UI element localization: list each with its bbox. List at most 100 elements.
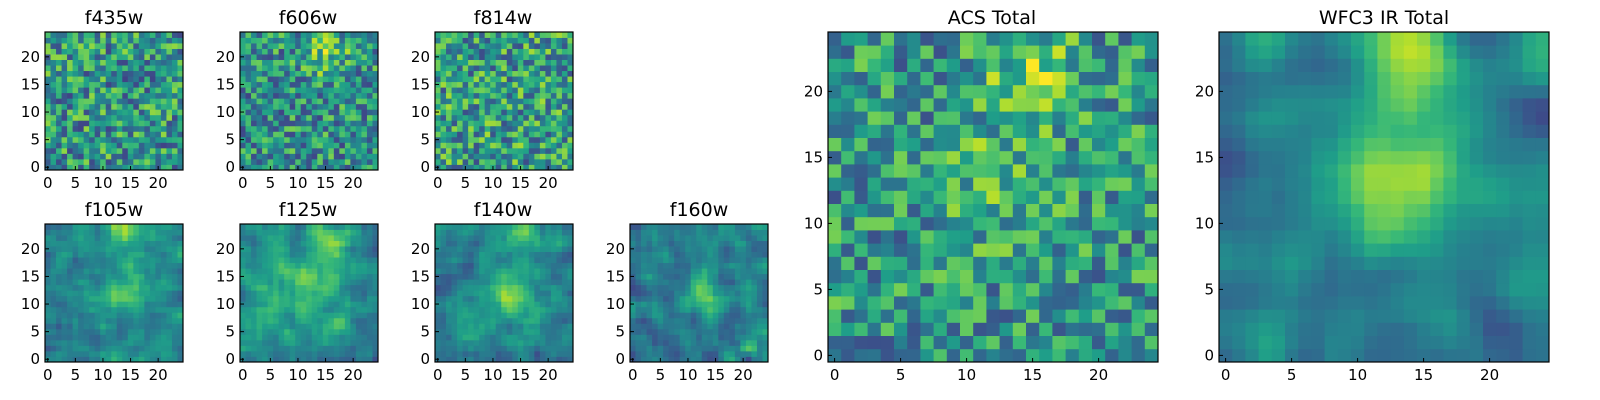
heatmap-cell xyxy=(1026,282,1040,297)
heatmap-cell xyxy=(986,282,1000,297)
heatmap-cell xyxy=(1092,216,1106,231)
heatmap-cell xyxy=(986,164,1000,178)
heatmap-cell xyxy=(355,131,362,138)
heatmap-cell xyxy=(166,323,173,330)
heatmap-cell xyxy=(56,109,62,116)
heatmap-cell xyxy=(262,164,268,171)
heatmap-cell xyxy=(149,98,156,105)
heatmap-cell xyxy=(701,290,708,297)
heatmap-cell xyxy=(251,295,257,302)
heatmap-cell xyxy=(479,262,486,269)
heatmap-cell xyxy=(462,290,469,297)
heatmap-cell xyxy=(567,229,574,236)
y-tick-label: 20 xyxy=(411,240,430,258)
heatmap-cell xyxy=(89,356,96,363)
heatmap-cell xyxy=(986,177,1000,191)
heatmap-cell xyxy=(317,323,324,330)
heatmap-cell xyxy=(495,317,502,324)
heatmap-cell xyxy=(539,279,546,286)
heatmap-cell xyxy=(127,224,134,230)
heatmap-cell xyxy=(652,312,658,319)
heatmap-cell xyxy=(155,328,162,335)
heatmap-cell xyxy=(245,268,252,275)
heatmap-cell xyxy=(45,240,51,247)
heatmap-cell xyxy=(561,328,568,335)
heatmap-cell xyxy=(111,147,118,154)
heatmap-cell xyxy=(468,76,475,83)
heatmap-cell xyxy=(512,328,519,335)
heatmap-cell xyxy=(920,230,934,244)
heatmap-cell xyxy=(322,273,329,280)
heatmap-cell xyxy=(133,43,140,49)
heatmap-cell xyxy=(701,284,708,291)
heatmap-cell xyxy=(127,32,134,38)
heatmap-cell xyxy=(160,284,167,291)
heatmap-cell xyxy=(718,345,725,352)
heatmap-cell xyxy=(122,164,129,171)
heatmap-cell xyxy=(652,350,658,357)
heatmap-cell xyxy=(920,150,934,165)
heatmap-cell xyxy=(729,334,736,341)
heatmap-cell xyxy=(523,37,530,44)
heatmap-cell xyxy=(116,37,123,44)
heatmap-cell xyxy=(311,257,318,264)
heatmap-cell xyxy=(435,131,441,138)
heatmap-cell xyxy=(512,350,519,357)
heatmap-cell xyxy=(523,87,530,94)
heatmap-cell xyxy=(517,284,524,291)
heatmap-cell xyxy=(679,273,686,280)
heatmap-cell xyxy=(679,350,686,357)
heatmap-cell xyxy=(674,246,681,252)
heatmap-cell xyxy=(177,131,184,138)
heatmap-cell xyxy=(138,257,145,264)
heatmap-cell xyxy=(490,312,497,319)
heatmap-cell xyxy=(907,177,921,191)
heatmap-cell xyxy=(61,65,68,72)
heatmap-cell xyxy=(171,339,178,346)
heatmap-cell xyxy=(155,290,162,297)
heatmap-cell xyxy=(880,335,895,350)
heatmap-cell xyxy=(105,120,112,127)
heatmap-cell xyxy=(506,345,513,352)
heatmap-cell xyxy=(517,59,524,66)
heatmap-cell xyxy=(61,268,68,275)
heatmap-cell xyxy=(256,153,263,160)
heatmap-cell xyxy=(149,37,156,44)
heatmap-cell xyxy=(960,203,974,218)
heatmap-cell xyxy=(462,158,469,165)
heatmap-cell xyxy=(171,92,178,99)
heatmap-cell xyxy=(635,246,642,252)
heatmap-cell xyxy=(534,37,541,44)
heatmap-cell xyxy=(451,81,458,88)
heatmap-cell xyxy=(262,334,268,341)
heatmap-cell xyxy=(435,240,441,247)
heatmap-cell xyxy=(556,70,563,77)
heatmap-cell xyxy=(556,345,563,352)
heatmap-cell xyxy=(462,81,469,88)
heatmap-cell xyxy=(149,120,156,127)
heatmap-cell xyxy=(462,317,469,324)
heatmap-cell xyxy=(674,334,681,341)
heatmap-cell xyxy=(495,279,502,286)
heatmap-cell xyxy=(440,290,447,297)
heatmap-cell xyxy=(468,224,475,230)
heatmap-cell xyxy=(56,328,62,335)
heatmap-cell xyxy=(462,273,469,280)
heatmap-cell xyxy=(122,158,129,165)
heatmap-cell xyxy=(333,98,340,105)
heatmap-cell xyxy=(50,43,57,49)
heatmap-cell xyxy=(355,109,362,116)
heatmap-cell xyxy=(122,87,129,94)
heatmap-cell xyxy=(251,350,257,357)
heatmap-cell xyxy=(550,240,557,247)
x-tick-label: 15 xyxy=(316,366,335,384)
heatmap-cell xyxy=(177,284,184,291)
heatmap-cell xyxy=(468,251,475,258)
heatmap-cell xyxy=(1065,269,1080,284)
heatmap-cell xyxy=(177,323,184,330)
heatmap-cell xyxy=(344,273,351,280)
heatmap-cell xyxy=(729,262,736,269)
heatmap-cell xyxy=(273,76,280,83)
heatmap-cell xyxy=(567,76,574,83)
heatmap-cell xyxy=(289,87,296,94)
